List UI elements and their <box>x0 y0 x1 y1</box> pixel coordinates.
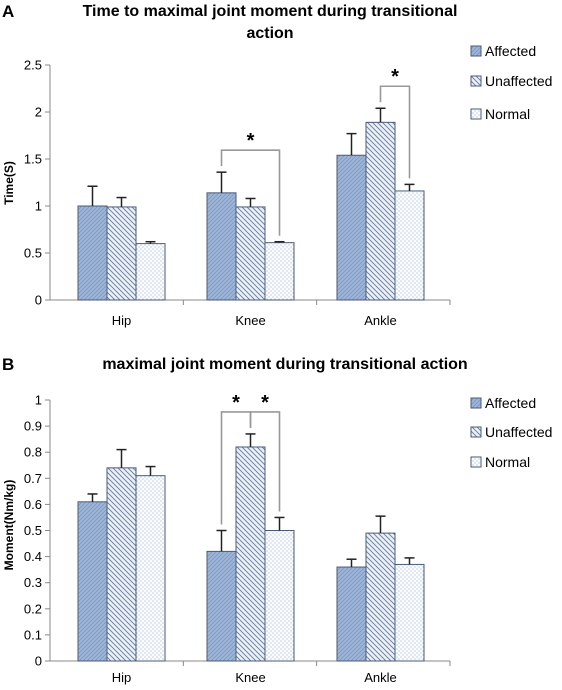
panel-a-bar-affected-ankle <box>336 154 367 301</box>
panel-a-y-tick-label: 0 <box>35 293 42 308</box>
panel-b-y-tick-label: 1 <box>35 393 42 408</box>
legend-swatch-normal <box>470 456 482 468</box>
panel-a-y-tick-label: 1 <box>35 199 42 214</box>
legend-swatch-affected <box>470 45 482 57</box>
panel-b-bar-affected-hip <box>77 501 108 662</box>
panel-b-significance-star: * <box>261 392 269 414</box>
panel-b-category-label-knee: Knee <box>235 670 265 685</box>
panel-a-significance-bracket <box>379 85 411 179</box>
panel-b-y-tick-label: 0.2 <box>24 601 42 616</box>
panel-a-y-tick-label: 0.5 <box>24 246 42 261</box>
panel-b-y-tick-label: 0.3 <box>24 575 42 590</box>
panel-b-significance-bracket <box>249 411 281 512</box>
panel-a: A Time to maximal joint moment during tr… <box>2 2 552 328</box>
panel-b-y-tick-label: 0.1 <box>24 627 42 642</box>
panel-b-bar-unaffected-ankle <box>365 532 396 662</box>
legend-swatch-affected <box>470 397 482 409</box>
panel-a-category-label-knee: Knee <box>235 313 265 328</box>
legend-swatch-unaffected <box>470 426 482 438</box>
panel-b-bar-normal-ankle <box>394 563 425 662</box>
panel-b-y-tick-label: 0.9 <box>24 419 42 434</box>
panel-a-letter: A <box>2 2 14 21</box>
legend-label-unaffected: Unaffected <box>485 424 552 440</box>
legend-label-affected: Affected <box>485 43 536 59</box>
panel-a-bar-affected-hip <box>77 205 108 301</box>
panel-b-bar-unaffected-knee <box>235 446 266 662</box>
panel-b: B maximal joint moment during transition… <box>2 355 552 685</box>
panel-b-letter: B <box>2 355 14 374</box>
panel-a-bar-normal-ankle <box>394 190 425 301</box>
panel-a-bar-unaffected-hip <box>106 206 137 301</box>
legend-swatch-unaffected <box>470 75 482 87</box>
panel-a-y-axis-label: Time(S) <box>2 161 16 205</box>
panel-b-y-tick-label: 0.4 <box>24 549 42 564</box>
panel-a-bar-normal-hip <box>135 243 166 301</box>
panel-a-significance-star: * <box>391 66 399 88</box>
panel-a-category-label-hip: Hip <box>112 313 132 328</box>
panel-b-legend: Affected Unaffected Normal <box>470 395 552 470</box>
panel-a-significance-bracket <box>220 149 281 236</box>
panel-b-bar-unaffected-hip <box>106 467 137 662</box>
panel-b-bar-affected-knee <box>206 550 237 662</box>
panel-b-y-axis-label: Moment(Nm/kg) <box>2 480 16 571</box>
panel-b-y-tick-label: 0.7 <box>24 471 42 486</box>
panel-a-significance-star: * <box>247 130 255 152</box>
panel-b-significance-star: * <box>232 392 240 414</box>
panel-a-plot: 0 0.5 1 1.5 2 2.5 Hip Knee Ankle * * <box>24 58 451 328</box>
panel-b-y-tick-label: 0.8 <box>24 445 42 460</box>
panel-a-y-tick-label: 2.5 <box>24 58 42 73</box>
panel-a-legend: Affected Unaffected Normal <box>470 43 552 122</box>
panel-a-y-tick-label: 2 <box>35 105 42 120</box>
panel-a-title-line-1: Time to maximal joint moment during tran… <box>83 3 458 20</box>
panel-b-category-label-hip: Hip <box>112 670 132 685</box>
legend-label-normal: Normal <box>485 106 530 122</box>
legend-swatch-normal <box>470 108 482 120</box>
panel-a-category-label-ankle: Ankle <box>364 313 397 328</box>
panel-b-title: maximal joint moment during transitional… <box>102 356 467 373</box>
panel-a-bar-normal-knee <box>264 242 295 301</box>
legend-label-affected: Affected <box>485 395 536 411</box>
panel-a-bar-affected-knee <box>206 192 237 301</box>
panel-b-bar-normal-hip <box>135 475 166 662</box>
legend-label-unaffected: Unaffected <box>485 73 552 89</box>
panel-b-category-label-ankle: Ankle <box>364 670 397 685</box>
panel-a-y-tick-label: 1.5 <box>24 152 42 167</box>
panel-a-bar-unaffected-ankle <box>365 121 396 301</box>
panel-b-plot: 0 0.1 0.2 0.3 0.4 0.5 0.6 0.7 0.8 0.9 1 Hip Knee Ankl… <box>24 392 451 685</box>
panel-b-y-tick-label: 0.6 <box>24 497 42 512</box>
legend-label-normal: Normal <box>485 454 530 470</box>
panel-b-y-tick-label: 0.5 <box>24 523 42 538</box>
panel-b-bar-affected-ankle <box>336 566 367 662</box>
panel-a-title-line-2: action <box>246 25 293 42</box>
panel-b-bar-normal-knee <box>264 530 295 662</box>
panel-b-y-tick-label: 0 <box>35 654 42 669</box>
panel-a-bar-unaffected-knee <box>235 206 266 301</box>
